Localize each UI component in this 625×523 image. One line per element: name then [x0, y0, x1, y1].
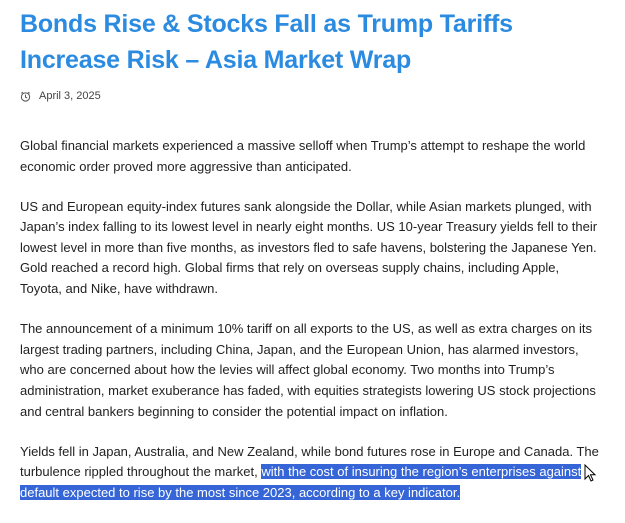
- paragraph-text: Yields fell in Japan, Australia, and New…: [20, 443, 599, 480]
- clock-icon: [20, 91, 31, 102]
- article-date: April 3, 2025: [20, 90, 101, 102]
- article-body: Global financial markets experienced a m…: [20, 136, 602, 523]
- mouse-cursor: [584, 464, 597, 482]
- paragraph: Global financial markets experienced a m…: [20, 138, 586, 174]
- paragraph: The announcement of a minimum 10% tariff…: [20, 321, 596, 419]
- page: {"header": {"title": "Bonds Rise & Stock…: [20, 10, 599, 500]
- date-text: April 3, 2025: [39, 90, 101, 102]
- article-title: Bonds Rise & Stocks Fall as Trump Tariff…: [20, 10, 513, 74]
- paragraph: Yields fell in Japan, Australia, and New…: [20, 442, 602, 504]
- paragraph: US and European equity-index futures san…: [20, 198, 598, 297]
